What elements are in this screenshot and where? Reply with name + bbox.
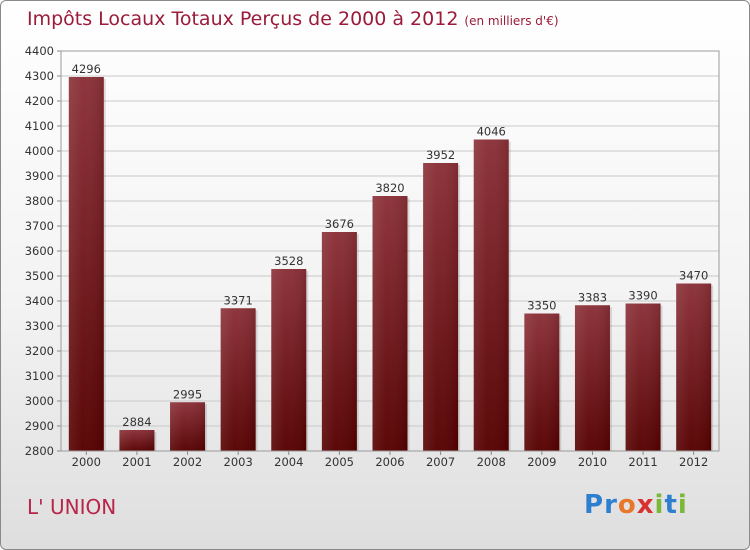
logo-letter: r (604, 490, 618, 520)
logo-letter: t (664, 490, 678, 520)
y-tick-label: 4200 (25, 94, 54, 108)
y-tick-label: 3000 (25, 394, 54, 408)
data-label-2004: 3528 (274, 254, 303, 268)
bar-shine (574, 305, 610, 451)
y-axis-ticks: 2800 2900 3000 3100 3200 3300 3400 3500 3600 3700… (25, 44, 61, 458)
x-axis-ticks: 2000 2001 2002 2003 2004 2005 2006 2007 2008 2009… (72, 451, 708, 469)
x-tick-label-2011: 2011 (628, 455, 657, 469)
bar-shine (372, 196, 408, 451)
x-tick-label-2008: 2008 (477, 455, 506, 469)
x-tick-label-2010: 2010 (578, 455, 607, 469)
logo-letter: x (636, 490, 655, 520)
bar-shine (625, 303, 661, 451)
logo-letter: i (654, 490, 665, 520)
proxiti-logo[interactable]: Proxiti (584, 490, 688, 520)
bar-shine (170, 402, 206, 451)
bar-shine (676, 283, 712, 451)
logo-letter: o (617, 490, 637, 520)
x-tick-label-2004: 2004 (274, 455, 303, 469)
data-label-2011: 3390 (628, 289, 657, 303)
bar-shine (271, 269, 307, 451)
y-tick-label: 3100 (25, 369, 54, 383)
x-tick-label-2002: 2002 (173, 455, 202, 469)
x-tick-label-2012: 2012 (679, 455, 708, 469)
chart-title: Impôts Locaux Totaux Perçus de 2000 à 20… (27, 8, 559, 30)
y-tick-label: 2800 (25, 444, 54, 458)
x-tick-label-2006: 2006 (375, 455, 404, 469)
title-text: Impôts Locaux Totaux Perçus de 2000 à 20… (27, 8, 459, 30)
bar-shine (68, 77, 104, 451)
data-label-2008: 4046 (477, 125, 506, 139)
commune-name: L' UNION (27, 495, 117, 519)
y-tick-label: 3800 (25, 194, 54, 208)
data-label-2002: 2995 (173, 387, 202, 401)
data-label-2009: 3350 (527, 299, 556, 313)
bar-shine (321, 232, 357, 451)
x-tick-label-2005: 2005 (325, 455, 354, 469)
bar-shine (423, 163, 459, 451)
y-tick-label: 4400 (25, 44, 54, 58)
data-label-2010: 3383 (578, 290, 607, 304)
data-label-2006: 3820 (375, 181, 404, 195)
y-tick-label: 3500 (25, 269, 54, 283)
data-label-2012: 3470 (679, 269, 708, 283)
data-label-2001: 2884 (122, 415, 151, 429)
plot-area (60, 50, 720, 452)
y-tick-label: 3400 (25, 294, 54, 308)
logo-letter: i (677, 490, 688, 520)
y-tick-label: 2900 (25, 419, 54, 433)
bar-shine (524, 313, 560, 451)
bars (68, 77, 714, 451)
data-label-2005: 3676 (325, 217, 354, 231)
y-tick-label: 3200 (25, 344, 54, 358)
y-tick-label: 4000 (25, 144, 54, 158)
y-tick-label: 4300 (25, 69, 54, 83)
bar-shine (220, 308, 256, 451)
x-tick-label-2003: 2003 (224, 455, 253, 469)
x-tick-label-2001: 2001 (122, 455, 151, 469)
x-tick-label-2000: 2000 (72, 455, 101, 469)
x-tick-label-2007: 2007 (426, 455, 455, 469)
data-label-2000: 4296 (72, 62, 101, 76)
bar-shine (473, 139, 509, 451)
y-tick-label: 3900 (25, 169, 54, 183)
unit-label: (en milliers d'€) (464, 14, 559, 28)
y-tick-label: 3600 (25, 244, 54, 258)
y-tick-label: 3700 (25, 219, 54, 233)
y-tick-label: 3300 (25, 319, 54, 333)
data-label-2003: 3371 (224, 293, 253, 307)
data-label-2007: 3952 (426, 148, 455, 162)
logo-letter: P (584, 490, 605, 520)
data-labels: 4296 2884 2995 3371 3528 3676 3820 3952 4046 3350… (72, 62, 709, 429)
x-tick-label-2009: 2009 (527, 455, 556, 469)
y-tick-label: 4100 (25, 119, 54, 133)
bar-shine (119, 430, 155, 451)
